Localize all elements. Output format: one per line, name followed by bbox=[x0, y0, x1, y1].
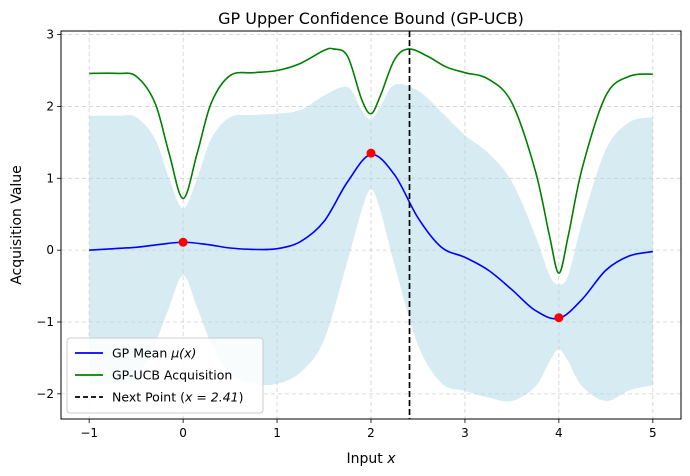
x-tick-label: −1 bbox=[80, 426, 98, 440]
legend-label: GP Mean μ(x) bbox=[112, 346, 196, 361]
band-layer bbox=[89, 84, 653, 402]
legend-box bbox=[66, 337, 264, 414]
points-layer bbox=[178, 148, 564, 323]
y-tick-label: 0 bbox=[46, 243, 54, 257]
y-axis-label: Acquisition Value bbox=[9, 165, 25, 285]
x-axis-label: Input x bbox=[347, 451, 397, 467]
x-tick-label: 5 bbox=[649, 426, 657, 440]
confidence-band bbox=[89, 84, 653, 402]
ticks-layer: −1 0 1 2 3 4 5 −2 −1 0 1 2 3 bbox=[36, 28, 656, 440]
x-tick-label: 0 bbox=[179, 426, 187, 440]
legend-label: GP-UCB Acquisition bbox=[112, 368, 232, 383]
x-tick-label: 3 bbox=[461, 426, 469, 440]
legend-label: Next Point (x = 2.41) bbox=[112, 390, 244, 405]
x-tick-label: 1 bbox=[273, 426, 281, 440]
y-tick-label: 2 bbox=[46, 99, 54, 113]
y-tick-label: −2 bbox=[36, 387, 54, 401]
gp-ucb-line bbox=[89, 47, 653, 274]
legend: GP Mean μ(x) GP-UCB Acquisition Next Point… bbox=[66, 337, 264, 414]
observed-point bbox=[178, 237, 188, 247]
chart-title: GP Upper Confidence Bound (GP-UCB) bbox=[218, 9, 524, 28]
y-tick-label: −1 bbox=[36, 315, 54, 329]
observed-point bbox=[366, 148, 376, 158]
observed-point bbox=[554, 313, 564, 323]
x-tick-label: 4 bbox=[555, 426, 563, 440]
y-tick-label: 1 bbox=[46, 171, 54, 185]
y-tick-label: 3 bbox=[46, 28, 54, 42]
x-tick-label: 2 bbox=[367, 426, 375, 440]
